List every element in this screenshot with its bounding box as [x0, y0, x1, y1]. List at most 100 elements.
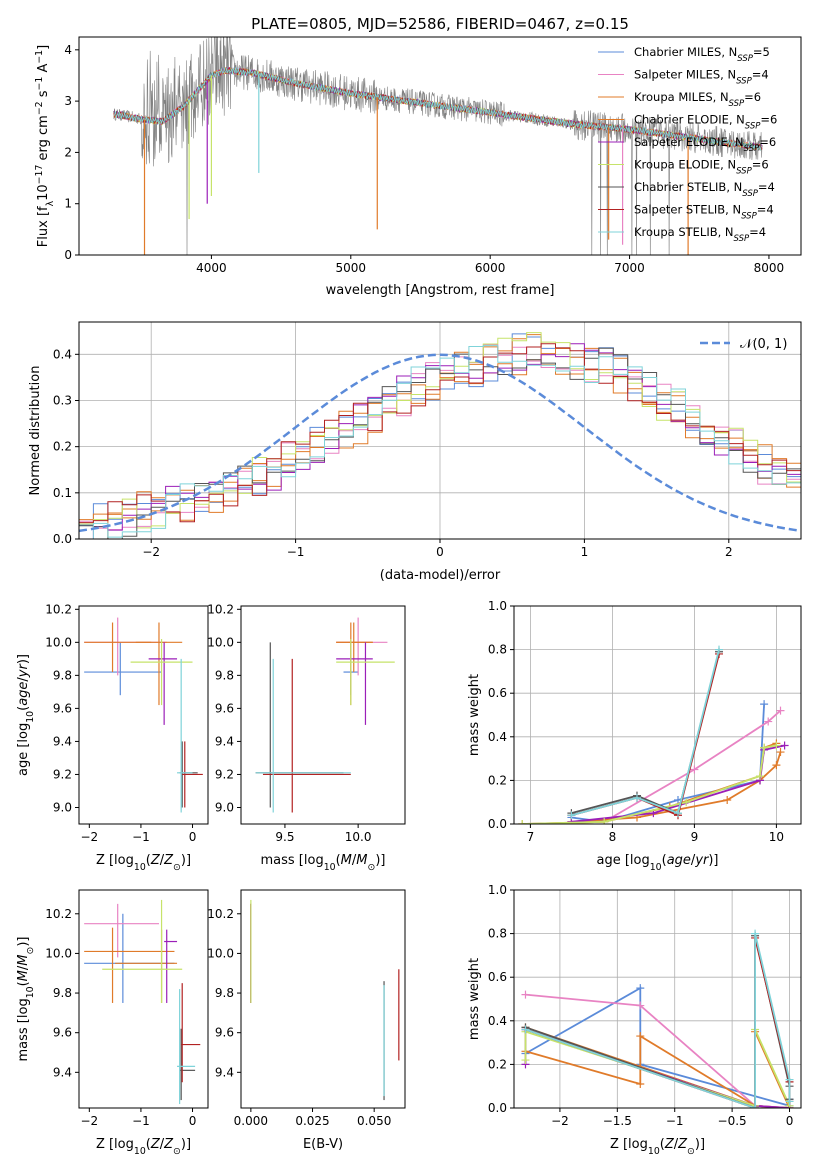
plot-area	[79, 332, 801, 539]
y-tick-label: 10.0	[207, 635, 234, 649]
plot-area	[84, 899, 201, 1105]
plot-area	[518, 645, 789, 824]
x-tick-label: 9.5	[275, 830, 294, 844]
axes-frame	[78, 889, 209, 1109]
mass-weight-point-5	[682, 798, 691, 807]
x-tick-label: −2	[80, 830, 98, 844]
y-tick-label: 0.4	[488, 730, 507, 744]
mass-weight-point-2	[723, 796, 732, 805]
residual-histogram-8	[79, 345, 801, 539]
y-tick-label: 9.6	[53, 701, 72, 715]
legend-label-4: Salpeter ELODIE, NSSP=6	[634, 135, 776, 154]
mass-weight-point-0	[636, 984, 645, 993]
legend-label-0: Chabrier MILES, NSSP=5	[634, 45, 770, 64]
panel-7: −2 −1.5 −1 −0.5 0 0.0 0.2 0.4 0.6 0.8 1.0 Z [log10(…	[467, 883, 802, 1157]
y-tick-label: 3	[64, 94, 72, 108]
y-tick-label: 9.8	[215, 986, 234, 1000]
x-axis-label-2: Z [log10(Z/Z⊙)]	[96, 853, 191, 873]
y-tick-label: 9.4	[215, 734, 234, 748]
y-tick-label: 0.2	[53, 440, 72, 454]
mass-weight-point-1	[776, 706, 785, 715]
spectrum-legend: Chabrier MILES, NSSP=5 Salpeter MILES, NS…	[598, 45, 777, 244]
y-tick-label: 0.0	[488, 1101, 507, 1115]
x-tick-label: 10	[769, 830, 784, 844]
y-tick-label: 9.2	[215, 767, 234, 781]
axes-frame	[240, 605, 406, 825]
mass-weight-point-8	[715, 645, 723, 654]
y-tick-label: 9.0	[53, 800, 72, 814]
axes-frame	[513, 605, 802, 825]
y-tick-label: 0.0	[53, 532, 72, 546]
panel-0: 4000 5000 6000 7000 8000 0 1 2 3 4 Chabrier MILES,…	[34, 36, 802, 298]
mass-weight-point-5	[756, 772, 764, 781]
mass-weight-point-8	[751, 929, 760, 938]
mass-weight-line-2	[571, 751, 782, 823]
residual-histogram-7	[79, 343, 801, 524]
x-axis-label-4: age [log10(age/yr)]	[596, 853, 718, 873]
y-tick-label: 10.2	[207, 602, 234, 616]
x-tick-label: 0	[786, 1114, 794, 1128]
y-axis-label-4: mass weight	[467, 674, 482, 756]
x-tick-label: 8	[609, 830, 617, 844]
panel-1: −2 −1 0 1 2 0.0 0.1 0.2 0.3 0.4 𝒩(0, 1) (data-model…	[28, 321, 802, 583]
y-axis-label-5: mass [log10(M/M⊙)]	[16, 937, 36, 1062]
mass-weight-point-5	[521, 1056, 530, 1065]
y-tick-label: 2	[64, 145, 72, 159]
x-tick-label: −2	[80, 1114, 98, 1128]
plot-area	[521, 929, 794, 1108]
x-tick-label: 0	[189, 1114, 197, 1128]
mass-weight-point-2	[636, 1080, 645, 1089]
x-axis-label-5: Z [log10(Z/Z⊙)]	[96, 1137, 191, 1157]
mass-weight-point-4	[780, 741, 789, 750]
mass-weight-point-8	[785, 1075, 794, 1084]
y-tick-label: 10.2	[45, 907, 72, 921]
axes-frame	[78, 605, 209, 825]
mass-weight-point-5	[518, 820, 527, 824]
axes-frame	[240, 889, 406, 1109]
y-tick-label: 4	[64, 43, 72, 57]
legend-label-5: Kroupa ELODIE, NSSP=6	[634, 158, 769, 177]
mass-weight-point-1	[521, 990, 530, 999]
plot-area	[255, 617, 395, 813]
y-tick-label: 9.6	[53, 1026, 72, 1040]
y-tick-label: 9.4	[53, 1065, 72, 1079]
legend-label-3: Chabrier ELODIE, NSSP=6	[634, 113, 777, 132]
mass-weight-point-2	[772, 761, 781, 770]
y-tick-label: 9.4	[215, 1065, 234, 1079]
y-tick-label: 10.0	[45, 635, 72, 649]
model-spectrum-8	[113, 67, 763, 151]
x-tick-label: −2	[142, 545, 160, 559]
mass-weight-point-8	[633, 793, 641, 802]
y-tick-label: 10.2	[207, 907, 234, 921]
x-tick-label: 7	[527, 830, 535, 844]
y-tick-label: 9.6	[215, 1026, 234, 1040]
y-axis-label-2: age [log10(age/yr)]	[16, 654, 36, 776]
plot-area	[113, 37, 763, 255]
y-tick-label: 0.6	[488, 970, 507, 984]
axes-frame	[513, 889, 802, 1109]
x-tick-label: 0	[189, 830, 197, 844]
y-tick-label: 0.4	[53, 347, 72, 361]
x-axis-label-7: Z [log10(Z/Z⊙)]	[610, 1137, 705, 1157]
x-axis-label-3: mass [log10(M/M⊙)]	[261, 853, 386, 873]
mass-weight-point-2	[776, 748, 785, 757]
x-tick-label: 0.050	[357, 1114, 391, 1128]
legend-label-6: Chabrier STELIB, NSSP=4	[634, 180, 775, 199]
y-tick-label: 1.0	[488, 599, 507, 613]
normal-legend-label: 𝒩(0, 1)	[740, 337, 787, 352]
x-tick-label: 10.0	[345, 830, 372, 844]
x-tick-label: 0.025	[295, 1114, 329, 1128]
x-tick-label: −1	[666, 1114, 684, 1128]
y-tick-label: 9.8	[215, 668, 234, 682]
x-tick-label: −1	[132, 1114, 150, 1128]
residual-histogram-6	[79, 347, 801, 539]
spectrum-title: PLATE=0805, MJD=52586, FIBERID=0467, z=0…	[251, 15, 629, 33]
y-tick-label: 9.8	[53, 986, 72, 1000]
residual-x-label: (data-model)/error	[380, 568, 501, 583]
panel-5: −2 −1 0 9.4 9.6 9.8 10.0 10.2 Z [log10(Z/Z⊙)] mas…	[16, 889, 209, 1157]
y-tick-label: 0.0	[488, 817, 507, 831]
mass-weight-line-8	[571, 649, 720, 817]
mass-weight-line-1	[603, 709, 782, 823]
spectrum-y-label: Flux [fλ10−17 erg cm−2 s−1 A−1]	[34, 45, 56, 247]
